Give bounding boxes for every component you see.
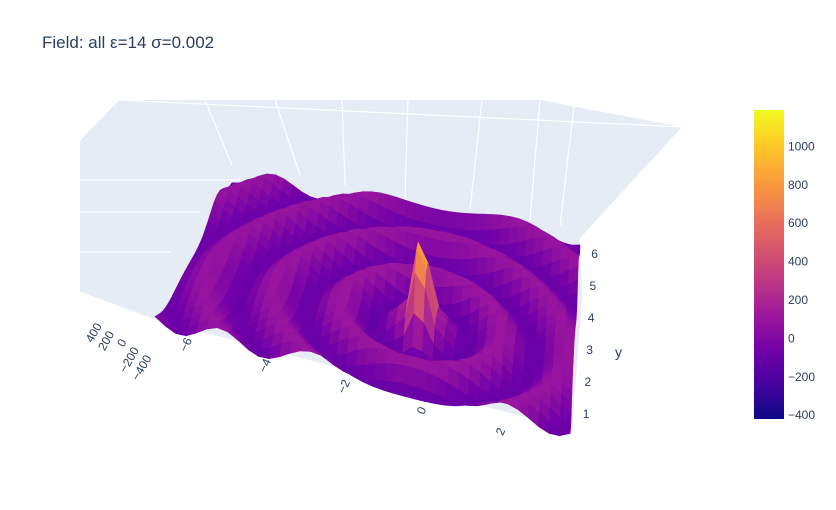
surface-cell [405,365,418,388]
surface-cell [441,240,453,260]
surface-cell [482,213,494,231]
x-axis-ticks: −6 −4 −2 0 2 [177,335,509,437]
surface-cell [516,239,527,258]
surface-cell [509,216,520,229]
surface-cell [459,242,471,261]
surface-cell [493,268,505,288]
x-tick-label: −4 [256,356,275,375]
surface-cell [492,284,504,299]
x-tick-label: 2 [493,425,509,437]
surface-cell [468,243,480,260]
surface-cell [442,286,454,306]
y-tick-label: 1 [583,407,590,421]
surface-cell [508,226,519,245]
surface-cell [385,349,399,365]
colorbar-tick-label: −200 [788,370,815,384]
surface-cell [494,328,507,338]
surface-cell [481,229,493,246]
surface-cell [524,253,535,268]
surface-cell [442,231,454,243]
surface-cell [465,213,476,232]
x-tick-label: −6 [177,335,196,354]
surface-cell [467,258,479,277]
surface-cell [384,363,397,383]
colorbar-ticks: 1000 800 600 400 200 0 −200 −400 [788,140,815,423]
surface-cell [365,347,379,366]
y-axis-title: y [615,344,622,360]
surface-cell [430,207,442,227]
y-tick-label: 5 [590,279,597,293]
surface-cell [443,272,456,288]
colorbar-tick-label: 800 [788,178,808,192]
y-tick-label: 2 [585,375,592,389]
surface-cell [456,212,468,231]
surface-cell [396,352,409,367]
colorbar-tick-label: 0 [788,331,795,345]
surface-cell [457,259,470,277]
surface-cell [363,363,377,381]
surface-cell [465,341,477,350]
surface-cell [476,257,488,276]
surface-cell [412,202,424,223]
surface-cell [447,211,459,230]
surface-cell [382,380,396,394]
surface-cell [372,379,386,391]
surface-cell [374,363,387,382]
y-tick-label: 4 [588,311,595,325]
chart-title: Field: all ε=14 σ=0.002 [42,33,215,52]
surface-cell [450,241,462,261]
y-tick-label: 3 [586,343,593,357]
surface-cell [525,237,536,257]
colorbar-tick-label: 200 [788,293,808,307]
surface-cell [434,270,446,288]
colorbar-tick-label: 400 [788,255,808,269]
surface-cell [439,209,450,229]
surface-cell [507,242,518,258]
surface-cell [375,348,389,365]
surface-cell [499,227,510,246]
surface-cell [431,238,444,259]
surface-cell [500,214,511,230]
colorbar [754,110,784,419]
surface-cell [394,364,408,385]
x-tick-label: −2 [335,377,354,396]
surface [154,173,581,437]
colorbar-tick-label: −400 [788,408,815,422]
surface-cell [484,271,496,289]
surface-cell [393,382,406,397]
surface-cell [491,214,503,231]
colorbar-tick-label: 1000 [788,140,815,154]
surface-cell [477,245,489,259]
surface-cell [422,236,435,257]
y-axis-ticks: 1 2 3 4 5 6 [583,247,598,421]
surface-cell [415,368,428,392]
surface-cell [450,301,463,318]
surface-cell [474,213,485,232]
surface-cell [466,333,478,343]
surface-cell [559,428,571,437]
surface-cell [403,384,417,400]
y-tick-label: 6 [591,247,598,261]
surface-cell [362,378,375,387]
colorbar-tick-label: 600 [788,216,808,230]
x-tick-label: 0 [414,404,430,416]
surface-cell [490,228,502,246]
